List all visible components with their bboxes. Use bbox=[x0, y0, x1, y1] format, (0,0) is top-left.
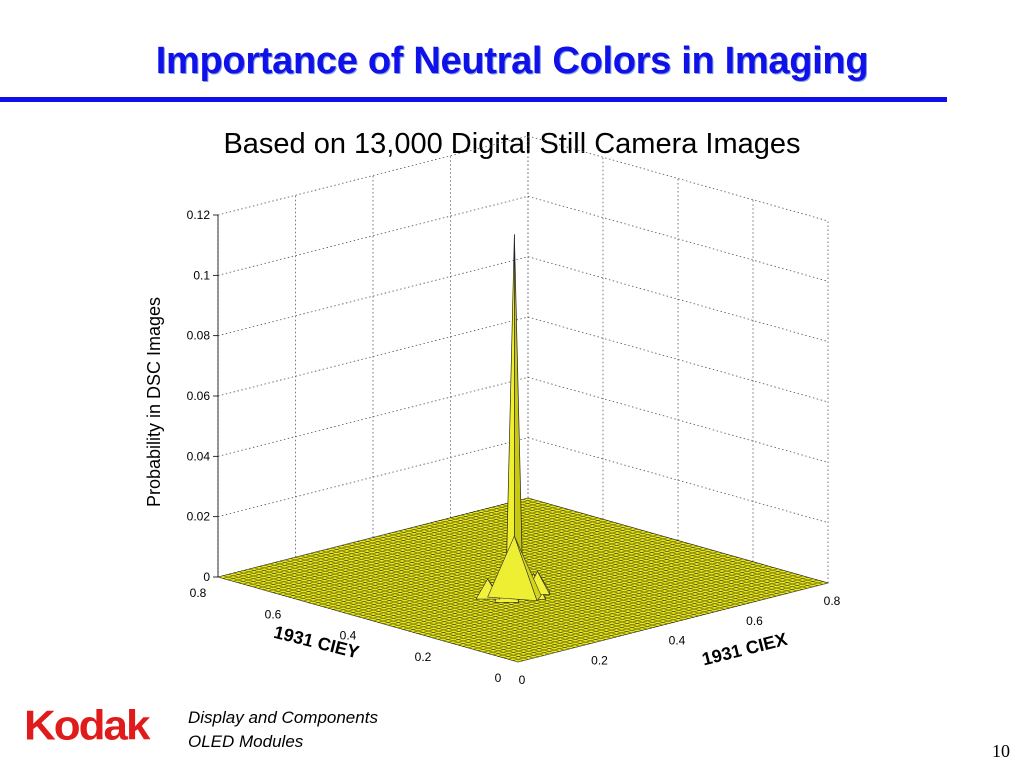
x-axis-label: 1931 CIEX bbox=[700, 629, 789, 669]
mesh-line bbox=[227, 500, 539, 581]
x-tick-label: 0.4 bbox=[669, 634, 686, 648]
back-gridline-z bbox=[217, 195, 829, 282]
mesh-line bbox=[242, 504, 554, 585]
main-peak bbox=[514, 234, 524, 585]
x-tick-label: 0.8 bbox=[824, 594, 841, 608]
mesh-line bbox=[222, 499, 534, 579]
y-tick-label: 0.6 bbox=[265, 607, 282, 621]
z-tick-label: 0.1 bbox=[193, 268, 210, 282]
mesh-line bbox=[491, 507, 792, 593]
peak-group bbox=[475, 234, 551, 603]
z-tick-label: 0.06 bbox=[187, 389, 211, 403]
y-tick-label: 0.2 bbox=[415, 650, 432, 664]
mesh-line bbox=[486, 508, 787, 594]
mesh-line bbox=[481, 509, 782, 596]
mesh-line bbox=[517, 500, 818, 586]
x-tick-label: 0.2 bbox=[591, 653, 608, 667]
title-divider bbox=[0, 97, 947, 102]
mesh-line bbox=[522, 499, 823, 585]
secondary-peak bbox=[537, 571, 551, 595]
y-tick-label: 0.8 bbox=[190, 586, 207, 600]
back-gridline-z bbox=[217, 135, 829, 222]
mesh-line bbox=[502, 504, 803, 590]
footer-line-2: OLED Modules bbox=[188, 732, 304, 751]
y-tick-label: 0.4 bbox=[340, 629, 357, 643]
chart-title: Based on 13,000 Digital Still Camera Ima… bbox=[223, 128, 801, 160]
z-axis-label: Probability in DSC Images bbox=[144, 297, 164, 507]
z-tick-label: 0 bbox=[203, 570, 210, 584]
x-tick-label: 0 bbox=[519, 673, 526, 687]
z-tick-label: 0.04 bbox=[187, 449, 211, 463]
back-gridline-z bbox=[217, 376, 829, 463]
y-tick-label: 0 bbox=[495, 671, 502, 685]
tick-labels: 0 0.02 0.04 0.06 0.08 0.1 0.12 0 0.2 0.4 0.6 0.8 0 0.… bbox=[187, 208, 841, 687]
peak-base bbox=[514, 535, 542, 602]
page-number: 10 bbox=[992, 741, 1010, 761]
back-gridline-z bbox=[217, 256, 829, 343]
mesh-line bbox=[512, 501, 813, 588]
x-tick-label: 0.6 bbox=[746, 614, 763, 628]
slide-title: Importance of Neutral Colors in Imaging bbox=[155, 40, 869, 82]
z-tick-label: 0.02 bbox=[187, 510, 211, 524]
mesh-line bbox=[247, 506, 559, 586]
z-tick-label: 0.12 bbox=[187, 208, 211, 222]
mesh-line bbox=[267, 511, 579, 592]
footer-line-1: Display and Components bbox=[188, 708, 378, 727]
mesh-line bbox=[496, 505, 798, 592]
main-peak bbox=[505, 234, 515, 585]
z-tick-label: 0.08 bbox=[187, 329, 211, 343]
mesh-line bbox=[232, 502, 544, 582]
kodak-logo: Kodak bbox=[24, 702, 150, 749]
back-gridline-z bbox=[217, 316, 829, 403]
mesh-line bbox=[237, 503, 549, 583]
mesh-line bbox=[507, 503, 808, 589]
